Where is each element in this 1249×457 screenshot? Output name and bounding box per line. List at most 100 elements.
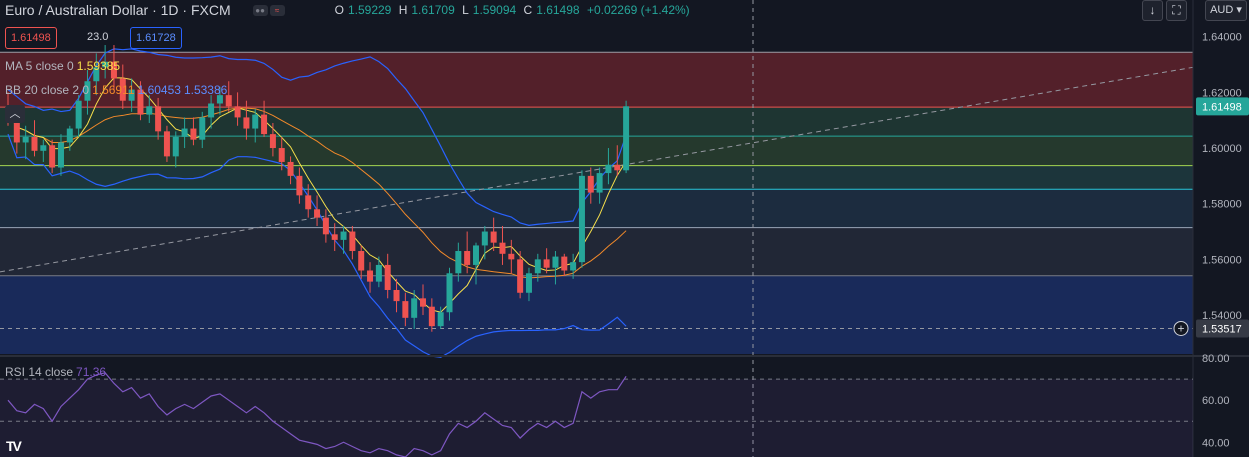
trendline bbox=[0, 66, 1194, 273]
price-axis bbox=[1193, 0, 1249, 457]
tradingview-logo-icon: TV bbox=[6, 438, 22, 454]
price-tick-label: 1.58000 bbox=[1202, 199, 1242, 211]
bb-legend[interactable]: BB 20 close 2 0 1.56911 1.60453 1.53386 bbox=[5, 83, 227, 97]
ohlc-readout: O 1.59229 H 1.61709 L 1.59094 C 1.61498 +0.0… bbox=[335, 3, 694, 17]
ma-line bbox=[7, 77, 627, 313]
candle-body bbox=[234, 106, 241, 118]
candle-body bbox=[437, 312, 444, 327]
candle-body bbox=[340, 231, 347, 240]
candle-body bbox=[411, 298, 418, 318]
candle-body bbox=[578, 175, 585, 263]
currency-selector[interactable]: AUD ▾ bbox=[1205, 0, 1247, 21]
candle-body bbox=[199, 117, 206, 140]
visibility-pill[interactable]: ●● bbox=[252, 4, 268, 16]
sell-button[interactable]: 1.61498 bbox=[5, 27, 57, 49]
candle-body bbox=[552, 256, 559, 268]
spread-value: 23.0 bbox=[87, 31, 109, 43]
candle-body bbox=[605, 164, 612, 174]
rsi-tick-label: 80.00 bbox=[1202, 353, 1230, 365]
price-tick-label: 1.60000 bbox=[1202, 143, 1242, 155]
candle-body bbox=[367, 270, 374, 282]
ma-value: 1.59385 bbox=[76, 59, 121, 73]
candle-body bbox=[102, 61, 109, 68]
close-label: C bbox=[523, 3, 533, 17]
crosshair-price-tag bbox=[1196, 319, 1249, 338]
fib-zone bbox=[0, 107, 1193, 137]
candle-body bbox=[331, 234, 338, 240]
price-tick-label: 1.54000 bbox=[1202, 310, 1242, 322]
candle-body bbox=[252, 114, 259, 129]
price-tick-label: 1.56000 bbox=[1202, 254, 1242, 266]
candle-body bbox=[570, 262, 577, 271]
rsi-legend[interactable]: RSI 14 close 71.36 bbox=[5, 365, 106, 379]
low-value: 1.59094 bbox=[472, 3, 517, 17]
candle-body bbox=[296, 175, 303, 196]
arrow-down-icon[interactable]: ↓ bbox=[1142, 0, 1163, 21]
candle-body bbox=[119, 78, 126, 101]
add-alert-plus: + bbox=[1177, 321, 1184, 335]
high-label: H bbox=[398, 3, 408, 17]
last-price-label: 1.61498 bbox=[1202, 101, 1242, 113]
candle-body bbox=[172, 136, 179, 157]
rsi-line bbox=[7, 372, 627, 457]
ma-legend[interactable]: MA 5 close 0 1.59385 bbox=[5, 59, 120, 73]
symbol-title[interactable]: Euro / Australian Dollar · 1D · FXCM bbox=[5, 2, 231, 18]
add-alert-icon bbox=[1173, 320, 1189, 336]
last-price-tag bbox=[1196, 97, 1249, 116]
bb-upper-line bbox=[7, 48, 627, 226]
candle-body bbox=[464, 251, 471, 265]
candle-body bbox=[534, 259, 541, 274]
rsi-tick-label: 60.00 bbox=[1202, 395, 1230, 407]
low-label: L bbox=[462, 3, 469, 17]
candle-body bbox=[614, 164, 621, 171]
alert-pill[interactable]: ≈ bbox=[269, 4, 285, 16]
bb-lower-value: 1.53386 bbox=[183, 83, 228, 97]
fib-zone bbox=[0, 52, 1193, 108]
candle-body bbox=[349, 231, 356, 252]
fib-zone bbox=[0, 227, 1193, 276]
candle-body bbox=[499, 242, 506, 254]
candle-body bbox=[84, 81, 91, 101]
candle-body bbox=[278, 148, 285, 162]
chevron-up-icon[interactable]: ︿ bbox=[5, 105, 25, 123]
fullscreen-icon[interactable]: ⛶ bbox=[1166, 0, 1187, 21]
candle-body bbox=[358, 251, 365, 271]
rsi-band bbox=[0, 379, 1193, 457]
candle-body bbox=[314, 209, 321, 218]
candle-body bbox=[384, 264, 391, 290]
candle-body bbox=[490, 231, 497, 243]
bb-basis-value: 1.56911 bbox=[92, 83, 135, 97]
candle-body bbox=[22, 136, 29, 143]
candle-body bbox=[446, 273, 453, 313]
candle-body bbox=[261, 114, 268, 135]
candle-body bbox=[128, 89, 135, 101]
open-label: O bbox=[334, 3, 344, 17]
candle-body bbox=[190, 128, 197, 140]
candle-body bbox=[596, 173, 603, 193]
open-value: 1.59229 bbox=[347, 3, 392, 17]
close-value: 1.61498 bbox=[536, 3, 580, 17]
bb-upper-value: 1.60453 bbox=[137, 83, 181, 97]
candle-body bbox=[455, 251, 462, 274]
candle-body bbox=[375, 264, 382, 282]
candle-body bbox=[40, 145, 47, 151]
chart-header: Euro / Australian Dollar · 1D · FXCM ●● … bbox=[0, 0, 694, 20]
candle-body bbox=[57, 142, 64, 168]
indicator-pills: ●● ≈ bbox=[252, 4, 285, 16]
candle-body bbox=[49, 145, 56, 168]
rsi-tick-label: 40.00 bbox=[1202, 437, 1230, 449]
candle-body bbox=[155, 106, 162, 132]
candle-body bbox=[305, 195, 312, 210]
buy-button[interactable]: 1.61728 bbox=[130, 27, 182, 49]
candle-body bbox=[31, 136, 38, 151]
candle-body bbox=[481, 231, 488, 246]
candle-body bbox=[208, 103, 215, 118]
change-value: +0.02269 (+1.42%) bbox=[586, 3, 690, 17]
candle-body bbox=[181, 128, 188, 137]
candle-body bbox=[146, 106, 153, 115]
candle-body bbox=[420, 298, 427, 307]
candle-body bbox=[402, 301, 409, 318]
currency-label: AUD bbox=[1210, 4, 1234, 16]
bb-label: BB 20 close 2 0 bbox=[5, 83, 90, 97]
